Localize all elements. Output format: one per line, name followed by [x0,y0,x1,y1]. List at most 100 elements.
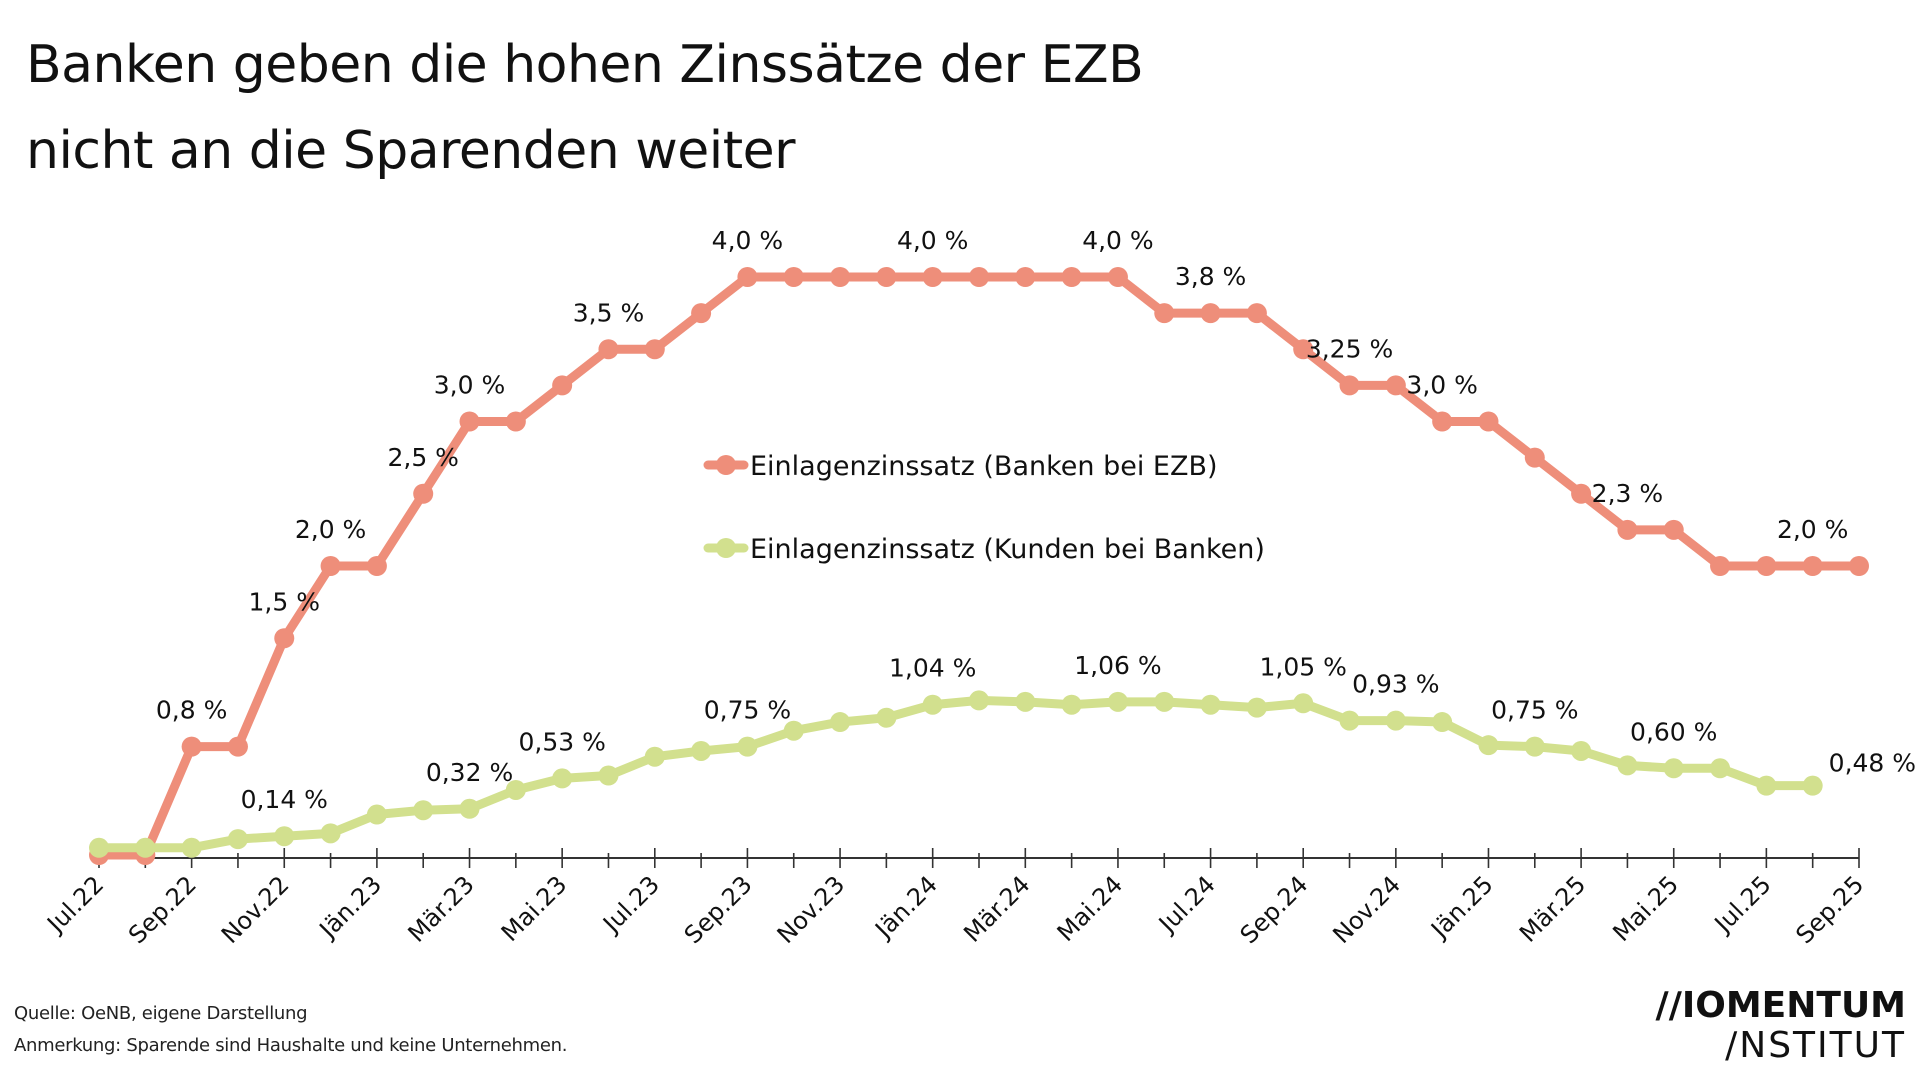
data-label: 2,0 % [1777,515,1848,544]
data-point [737,267,758,287]
data-point [1432,411,1453,432]
data-point [505,779,526,800]
x-axis: Jul.22 Sep.22 Nov.22 Jän.23 Mär.23 Mai.23 Jul.… [41,848,1869,949]
x-tick-label: Mär.23 [403,870,480,947]
data-point [1246,697,1267,718]
data-point [227,736,248,757]
data-point [1293,339,1314,360]
data-label: 4,0 % [1082,226,1153,255]
data-label: 1,5 % [249,587,320,616]
legend-item-0: Einlagenzinssatz (Banken bei EZB) [703,451,1218,482]
data-point [1246,303,1267,324]
data-label: 0,75 % [704,696,791,725]
legend: Einlagenzinssatz (Banken bei EZB) Einlage… [703,451,1265,565]
x-tick-label: Jul.25 [1708,870,1777,939]
data-point [1339,375,1360,396]
title-line-1: Banken geben die hohen Zinssätze der EZB [26,35,1144,95]
data-label: 3,8 % [1175,262,1246,291]
data-point [1107,691,1128,712]
x-tick-label: Jul.23 [596,870,665,939]
data-labels: 0,8 % 1,5 % 2,0 % 2,5 % 3,0 % 3,5 % 4,0 % 4,0 %… [156,226,1916,814]
data-point [830,712,851,733]
data-label: 1,05 % [1260,652,1347,681]
data-point [598,765,619,786]
logo-line-1: //IOMENTUM [1655,985,1906,1026]
data-point [1617,519,1638,540]
data-point [1710,556,1731,576]
data-point [1571,483,1592,504]
legend-item-1: Einlagenzinssatz (Kunden bei Banken) [703,534,1265,565]
x-tick-label: Mai.25 [1607,870,1684,947]
data-point [876,267,897,287]
x-tick-label: Jän.23 [313,870,387,944]
data-point [89,837,109,858]
logo-line-2: /NSTITUT [1725,1025,1906,1066]
data-point [1385,710,1406,731]
momentum-institut-logo: //IOMENTUM /NSTITUT [1656,986,1906,1066]
data-point [1293,693,1314,714]
data-label: 4,0 % [897,226,968,255]
data-label: 3,0 % [434,371,505,400]
x-tick-label: Sep.22 [123,870,202,949]
x-tick-label: Mai.24 [1052,870,1129,947]
data-point [737,736,758,757]
data-label: 0,8 % [156,696,227,725]
data-label: 0,32 % [426,758,513,787]
data-point [181,837,202,858]
source-note: Quelle: OeNB, eigene Darstellung [14,1003,308,1024]
x-tick-label: Sep.23 [679,870,758,949]
data-point [1200,303,1221,324]
data-point [505,411,526,432]
data-point [644,339,665,360]
data-point [1524,447,1545,468]
legend-label: Einlagenzinssatz (Kunden bei Banken) [750,534,1265,565]
data-point [969,267,989,287]
data-point [1154,303,1175,324]
series-line-0 [99,272,1859,860]
series-layer [89,267,1869,865]
data-point [922,267,943,287]
x-tick-label: Jul.22 [41,870,110,939]
x-tick-label: Nov.22 [216,870,295,949]
data-point [1432,712,1453,733]
legend-label: Einlagenzinssatz (Banken bei EZB) [750,451,1218,482]
data-point [1015,691,1036,712]
data-point [366,556,387,576]
data-label: 1,04 % [889,654,976,683]
annotation-note: Anmerkung: Sparende sind Haushalte und k… [14,1035,568,1056]
data-label: 3,25 % [1306,334,1393,363]
data-label: 2,0 % [295,515,366,544]
data-point [1339,710,1360,731]
data-point [1756,556,1777,576]
data-point [413,483,434,504]
data-point [459,798,480,819]
data-point [552,768,573,789]
series-1 [89,690,1823,858]
x-tick-label: Nov.23 [772,870,851,949]
data-point [413,800,434,821]
data-point [1478,735,1499,756]
data-point [783,720,804,741]
data-label: 0,53 % [518,727,605,756]
data-label: 0,75 % [1491,696,1578,725]
data-label: 1,06 % [1074,651,1161,680]
data-label: 4,0 % [712,226,783,255]
data-point [552,375,573,396]
data-point [783,267,804,287]
x-tick-label: Mär.25 [1514,870,1591,947]
data-point [366,804,387,825]
data-label: 0,60 % [1630,717,1717,746]
data-point [1849,556,1869,576]
x-tick-label: Jän.25 [1424,870,1498,944]
data-point [1061,694,1082,715]
data-label: 0,14 % [241,785,328,814]
data-point [1571,740,1592,761]
x-tick-label: Mär.24 [958,870,1035,947]
data-point [1802,556,1823,576]
data-point [644,746,665,767]
data-point [1385,375,1406,396]
data-label: 0,93 % [1352,670,1439,699]
title-line-2: nicht an die Sparenden weiter [26,121,795,181]
data-point [227,829,248,850]
data-point [1478,411,1499,432]
